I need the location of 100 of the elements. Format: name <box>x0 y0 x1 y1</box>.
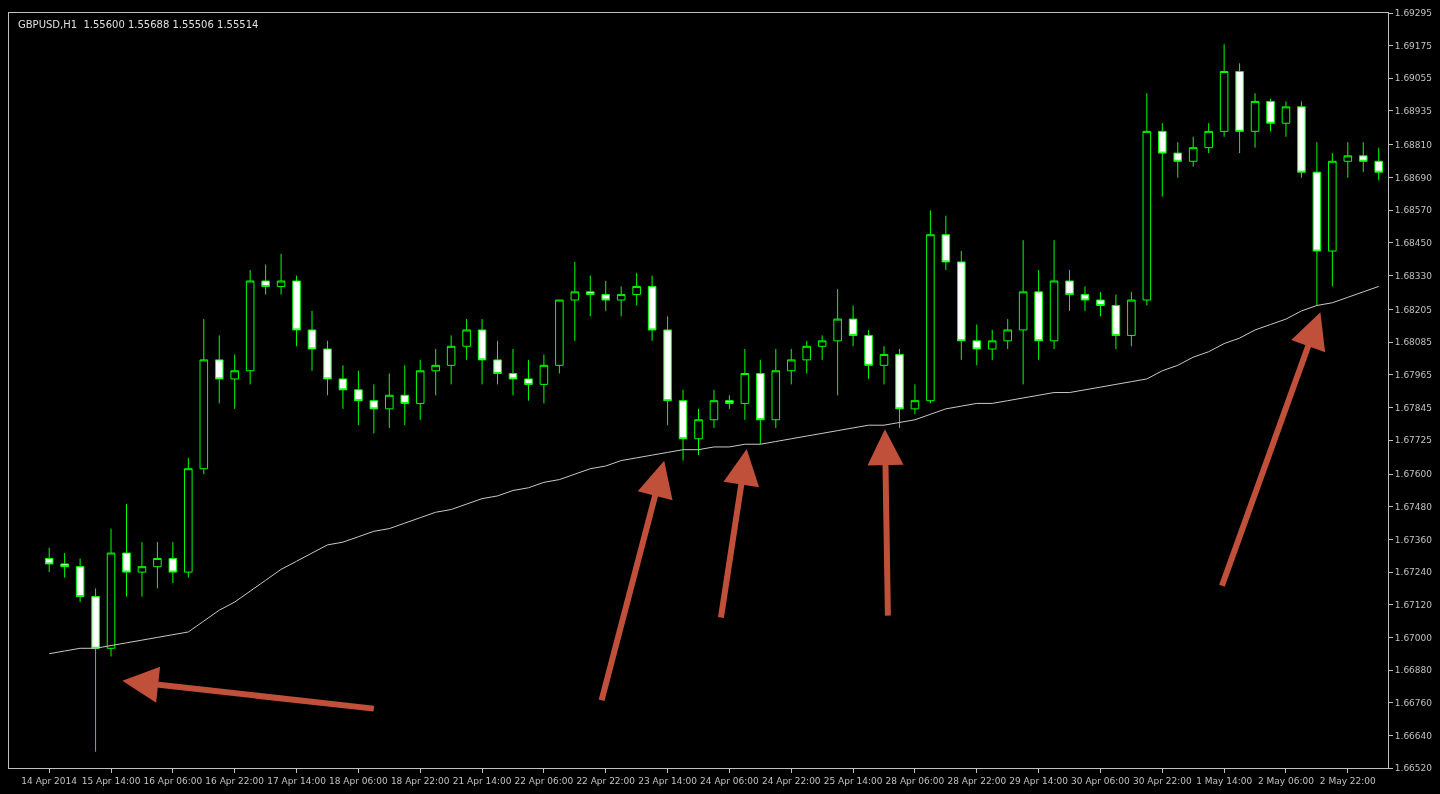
candlestick <box>106 528 116 657</box>
line-series <box>48 285 1380 655</box>
candlestick <box>694 408 703 456</box>
candlestick <box>972 324 982 366</box>
candlestick <box>1065 269 1074 312</box>
candlestick <box>926 209 935 404</box>
candlestick <box>1188 136 1198 168</box>
candlestick <box>1250 92 1260 149</box>
candlestick <box>446 334 456 385</box>
y-tick-label: 1.67845 <box>1394 402 1433 413</box>
y-tick-label: 1.66520 <box>1394 763 1433 774</box>
candlestick <box>1096 291 1105 317</box>
candlestick <box>1204 122 1213 154</box>
candlestick <box>895 348 904 429</box>
candlestick <box>153 541 162 589</box>
candlestick <box>756 359 765 445</box>
x-tick-label: 22 Apr 22:00 <box>576 775 636 786</box>
candlestick <box>802 340 812 374</box>
x-tick-label: 30 Apr 06:00 <box>1071 775 1131 786</box>
y-tick-label: 1.66880 <box>1394 665 1433 676</box>
candlestick <box>1297 100 1306 179</box>
x-tick-label: 18 Apr 06:00 <box>329 775 388 786</box>
y-tick-label: 1.66760 <box>1394 697 1433 708</box>
candlestick <box>848 304 858 347</box>
y-tick-label: 1.67965 <box>1394 370 1433 381</box>
candlestick <box>137 541 147 598</box>
y-tick-label: 1.68085 <box>1394 337 1433 348</box>
y-tick-label: 1.67000 <box>1394 632 1433 643</box>
x-tick-label: 14 Apr 2014 <box>21 775 78 786</box>
candlestick <box>168 541 178 584</box>
candlestick <box>663 315 672 426</box>
y-tick-label: 1.67725 <box>1394 435 1433 446</box>
candlestick <box>230 353 239 410</box>
y-tick-label: 1.68450 <box>1394 238 1433 249</box>
candlestick <box>987 329 997 361</box>
candlestick <box>601 280 611 312</box>
x-tick-label: 24 Apr 06:00 <box>700 775 760 786</box>
candlestick <box>60 552 69 579</box>
y-tick-label: 1.68810 <box>1394 140 1433 151</box>
candlestick <box>338 364 348 410</box>
candlestick <box>1374 147 1384 181</box>
candlestick <box>276 253 286 296</box>
candlestick <box>740 348 750 421</box>
candlestick <box>1328 152 1337 287</box>
y-tick-label: 1.68570 <box>1394 205 1433 216</box>
x-tick-label: 16 Apr 22:00 <box>205 775 265 786</box>
y-tick-label: 1.67360 <box>1394 534 1433 545</box>
x-tick-label: 1 May 14:00 <box>1196 775 1253 786</box>
candlestick <box>1235 62 1244 154</box>
x-tick-label: 21 Apr 14:00 <box>452 775 512 786</box>
x-tick-label: 15 Apr 14:00 <box>81 775 141 786</box>
y-tick-label: 1.67480 <box>1394 501 1433 512</box>
candlestick <box>91 587 100 753</box>
candlestick <box>539 353 549 404</box>
candlestick <box>771 348 781 429</box>
candlestick <box>493 340 502 385</box>
candlestick <box>1003 318 1012 350</box>
x-tick-label: 17 Apr 14:00 <box>267 775 327 786</box>
candlestick <box>585 275 595 317</box>
x-tick-label: 24 Apr 22:00 <box>761 775 821 786</box>
candlestick <box>323 340 332 396</box>
candlestick <box>555 299 564 374</box>
candlestick <box>1312 141 1322 306</box>
candlestick <box>1158 122 1167 198</box>
candlestick <box>647 275 657 342</box>
candlestick <box>214 334 224 404</box>
candlestick <box>864 329 873 380</box>
candlestick <box>725 394 734 410</box>
y-tick-label: 1.68935 <box>1394 106 1433 117</box>
x-tick-label: 25 Apr 14:00 <box>823 775 883 786</box>
candlestick <box>184 457 193 579</box>
x-tick-label: 30 Apr 22:00 <box>1132 775 1192 786</box>
candlestick <box>910 383 920 415</box>
x-tick-label: 28 Apr 06:00 <box>885 775 945 786</box>
candlestick <box>1034 269 1043 361</box>
candlestick <box>431 348 440 396</box>
candlestick <box>44 547 54 573</box>
candlestick <box>1266 98 1275 132</box>
candlestick <box>75 558 85 603</box>
candlestick <box>1173 141 1183 179</box>
candlestick <box>957 250 966 361</box>
y-tick-label: 1.68330 <box>1394 270 1433 281</box>
candlestick <box>709 389 719 429</box>
candlestick <box>477 318 487 385</box>
x-tick-label: 22 Apr 06:00 <box>514 775 574 786</box>
candlestick <box>261 264 270 296</box>
candlestick <box>415 359 425 421</box>
candlestick <box>1281 100 1291 138</box>
candlestick <box>122 503 131 598</box>
candlestick <box>524 359 533 402</box>
candlestick <box>354 370 363 426</box>
candlestick <box>941 215 951 271</box>
candlestick <box>508 348 518 396</box>
y-tick-label: 1.66640 <box>1394 730 1433 741</box>
candlestick <box>786 348 796 385</box>
text: GBPUSD,H1 1.55600 1.55688 1.55506 1.55514 <box>18 19 259 30</box>
candlestick <box>817 334 827 361</box>
candlestick <box>570 261 580 342</box>
candlestick <box>833 288 842 396</box>
x-tick-label: 2 May 22:00 <box>1319 775 1377 786</box>
